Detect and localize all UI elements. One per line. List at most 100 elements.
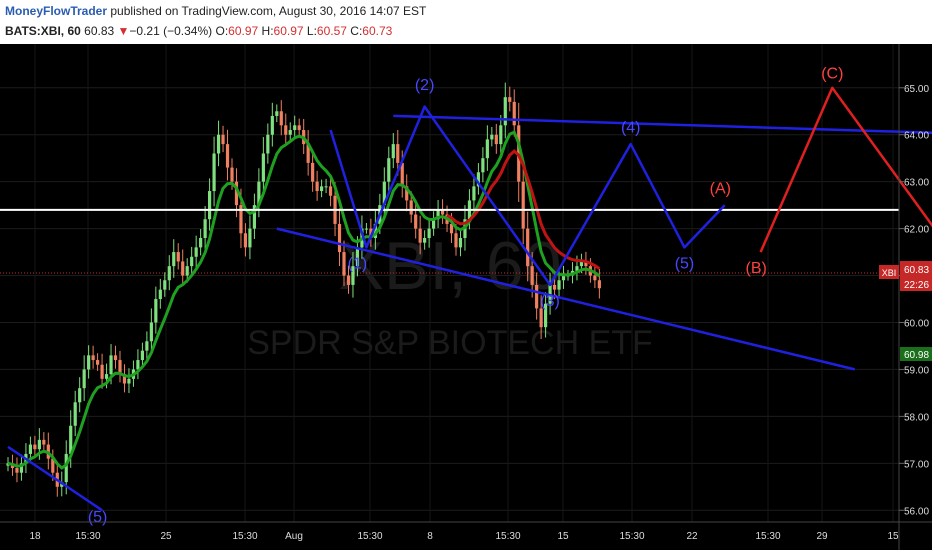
candle-up	[432, 219, 436, 229]
candle-down	[584, 261, 588, 267]
candle-down	[225, 144, 230, 168]
candle-down	[512, 101, 516, 126]
candle-down	[409, 200, 413, 215]
x-tick-label: 15	[887, 531, 899, 542]
symbol-tag-badge	[879, 265, 899, 279]
candle-down	[234, 181, 239, 206]
candle-up	[194, 247, 198, 257]
candle-down	[346, 275, 351, 285]
candle-up	[391, 144, 395, 159]
candle-down	[243, 233, 248, 248]
y-tick-label: 58.00	[904, 412, 929, 423]
x-tick-label: 15	[557, 531, 569, 542]
candle-up	[355, 247, 360, 267]
candle-down	[122, 374, 127, 384]
candle-up	[481, 158, 485, 173]
candle-up	[145, 341, 149, 351]
candle-up	[216, 134, 221, 154]
candle-up	[140, 350, 144, 361]
y-tick-label: 63.00	[904, 178, 929, 189]
wave-label: (C)	[821, 65, 843, 82]
candle-up	[185, 266, 189, 276]
candle-down	[42, 439, 46, 445]
candle-up	[544, 303, 548, 328]
y-tick-label: 62.00	[904, 225, 929, 236]
ma-badge	[900, 347, 932, 361]
candle-down	[449, 223, 454, 234]
candle-up	[373, 223, 377, 238]
last-price-badge-text: 60.83	[904, 265, 929, 276]
countdown-badge-text: 22:26	[904, 280, 929, 291]
candle-up	[87, 355, 91, 370]
symbol-label: BATS:XBI, 60	[5, 24, 81, 38]
wave-labels: (1) (2) (3) (4) (5) (5) (A) (B) (C)	[88, 65, 844, 526]
candle-up	[476, 172, 480, 187]
candle-up	[557, 280, 561, 290]
candle-up	[82, 369, 86, 389]
candle-up	[561, 275, 566, 281]
candle-down	[221, 134, 225, 145]
wave-label: (A)	[710, 180, 731, 197]
candle-down	[494, 134, 498, 145]
ma-badge-text: 60.98	[904, 350, 929, 361]
price-change: −0.21 (−0.34%)	[129, 24, 213, 38]
wave-label: (4)	[621, 119, 641, 136]
candle-up	[158, 289, 162, 300]
candle-down	[405, 186, 409, 201]
candle-up	[579, 261, 584, 267]
blue-trendline	[276, 227, 855, 371]
moving-averages	[7, 130, 601, 470]
y-tick-label: 56.00	[904, 506, 929, 517]
candle-down	[414, 214, 418, 229]
candle-down	[597, 280, 601, 289]
candle-up	[288, 130, 292, 135]
x-axis: 18 15:30 25 15:30 Aug 15:30 8 15:30 15 15:30 22 15:…	[0, 521, 932, 542]
candle-up	[270, 115, 274, 135]
candle-up	[490, 134, 494, 140]
candle-down	[230, 167, 234, 182]
candle-down	[176, 252, 180, 262]
blue-trendline	[329, 105, 726, 287]
candle-up	[149, 322, 153, 342]
candle-down	[51, 458, 55, 473]
candle-up	[252, 205, 256, 229]
candle-down	[440, 209, 445, 215]
candle-up	[248, 228, 252, 248]
close-label: C:	[350, 24, 363, 38]
candle-up	[104, 374, 109, 379]
candle-up	[382, 181, 386, 206]
x-tick-label: 25	[160, 531, 172, 542]
candle-up	[163, 280, 167, 290]
candle-up	[28, 444, 32, 454]
candle-up	[190, 256, 194, 267]
candle-down	[539, 308, 543, 328]
candle-down	[526, 228, 530, 267]
candle-up	[37, 439, 41, 450]
wave-label: (3)	[540, 293, 560, 310]
author-link[interactable]: MoneyFlowTrader	[5, 4, 108, 18]
price-chart[interactable]: XBI, 60 SPDR S&P BIOTECH ETF (1)(2)(3)(4…	[0, 44, 932, 550]
wave-label: (1)	[348, 256, 368, 273]
candle-up	[136, 360, 140, 370]
candle-up	[78, 388, 82, 403]
down-arrow-icon: ▼	[117, 24, 130, 38]
candle-up	[199, 237, 203, 248]
candle-down	[521, 181, 525, 229]
ma-red-line	[446, 149, 601, 270]
open-label: O:	[215, 24, 229, 38]
candle-up	[203, 219, 207, 238]
y-tick-label: 64.00	[904, 131, 929, 142]
candle-up	[387, 158, 391, 182]
candle-up	[19, 463, 24, 473]
candle-down	[342, 252, 346, 276]
symbol-tag-text: XBI	[882, 268, 897, 278]
candle-down	[113, 355, 118, 361]
ma-green-line	[7, 130, 601, 470]
candle-down	[239, 205, 243, 234]
candle-up	[172, 252, 176, 267]
x-tick-label: 8	[427, 531, 433, 542]
drawings	[0, 86, 932, 512]
candle-down	[418, 228, 422, 243]
candle-down	[396, 144, 400, 163]
x-tick-label: 22	[686, 531, 698, 542]
